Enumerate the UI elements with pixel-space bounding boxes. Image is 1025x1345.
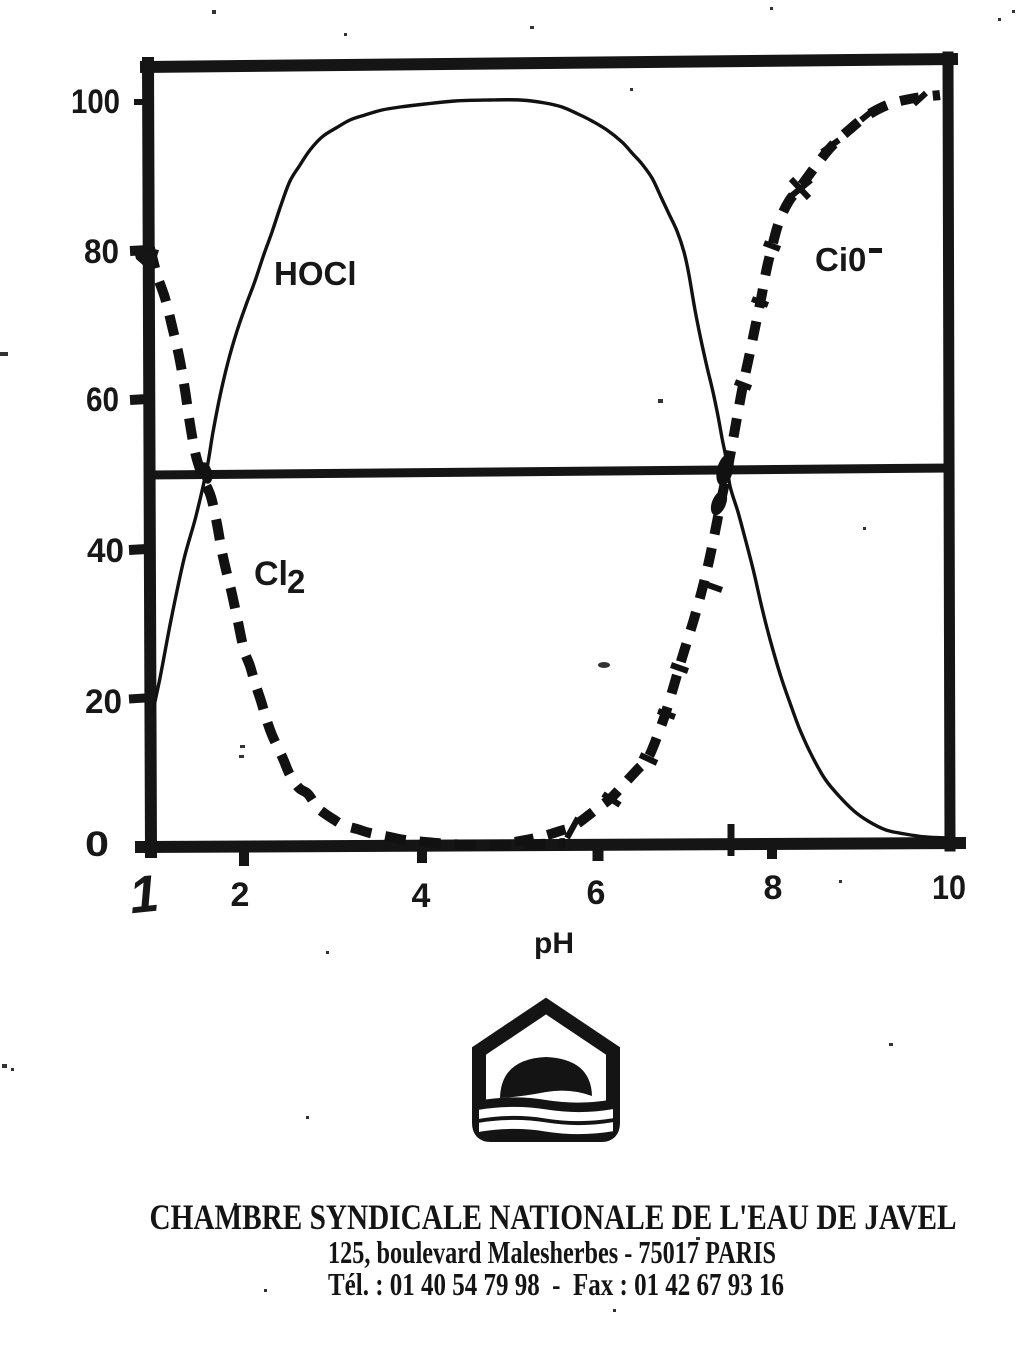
svg-text:CHAMBRE SYNDICALE NATIONALE DE: CHAMBRE SYNDICALE NATIONALE DE L'EAU DE … (150, 1197, 957, 1237)
svg-text:2: 2 (287, 563, 305, 600)
svg-text:10: 10 (932, 869, 966, 907)
svg-text:80: 80 (84, 233, 119, 271)
svg-text:20: 20 (85, 683, 122, 721)
svg-text:1: 1 (127, 865, 162, 926)
svg-text:0: 0 (85, 825, 109, 864)
svg-text:Cl: Cl (254, 555, 288, 593)
svg-text:6: 6 (587, 874, 606, 912)
svg-text:100: 100 (71, 83, 120, 121)
svg-text:8: 8 (764, 869, 783, 907)
svg-text:40: 40 (87, 532, 124, 570)
svg-text:125, boulevard Malesherbes - 7: 125, boulevard Malesherbes - 75017 PARIS (328, 1234, 776, 1270)
svg-text:Tél. : 01 40 54 79 98 - Fax: Tél. : 01 40 54 79 98 - Fax : 01 42 67 9… (328, 1266, 784, 1302)
svg-text:2: 2 (231, 876, 250, 914)
svg-text:4: 4 (412, 877, 431, 915)
svg-text:60: 60 (86, 381, 119, 419)
svg-text:HOCl: HOCl (274, 255, 357, 292)
svg-text:pH: pH (534, 927, 574, 960)
svg-text:Ci0: Ci0 (815, 241, 866, 278)
